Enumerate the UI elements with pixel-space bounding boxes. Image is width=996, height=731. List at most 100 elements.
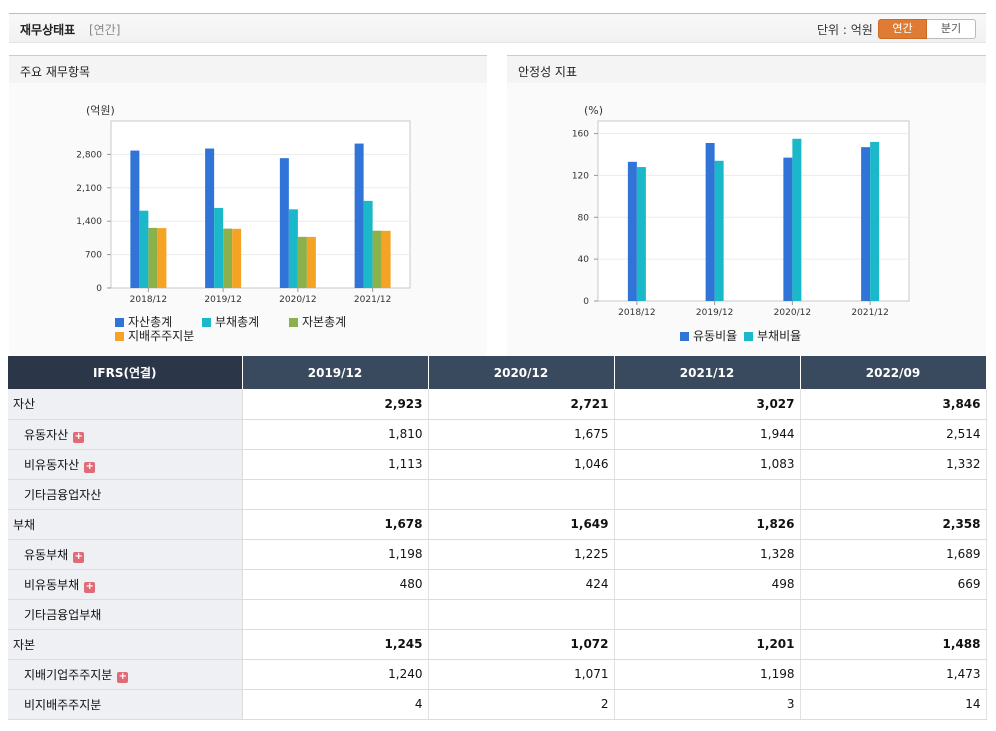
legend-label: 부채총계 <box>215 315 260 329</box>
bar-지배주주지분 <box>306 236 316 288</box>
y-tick-label: 40 <box>578 255 590 265</box>
value-cell <box>242 599 429 630</box>
table-row: 유동부채 +1,198 1,225 1,328 1,689 <box>8 539 987 570</box>
legend-label: 지배주주지분 <box>128 329 195 343</box>
table-row: 기타금융업부채 <box>8 599 987 630</box>
row-label-cell: 비유동부채 + <box>8 569 243 600</box>
bar-자산총계 <box>205 148 215 288</box>
bar-부채총계 <box>139 210 149 288</box>
value-cell <box>800 599 987 630</box>
bar-지배주주지분 <box>232 228 242 288</box>
value-cell: 480 <box>242 569 429 600</box>
left-panel-title: 주요 재무항목 <box>20 65 91 79</box>
value-cell: 4 <box>242 689 429 720</box>
row-label-cell: 유동부채 + <box>8 539 243 570</box>
bar-부채비율 <box>870 141 880 301</box>
row-label-cell: 비지배주주지분 <box>8 689 243 720</box>
value-cell: 1,198 <box>614 659 801 690</box>
row-label: 부채 <box>13 517 36 532</box>
value-cell <box>428 599 615 630</box>
y-axis-label: (억원) <box>86 104 115 117</box>
value-cell: 1,473 <box>800 659 987 690</box>
row-label-cell: 유동자산 + <box>8 419 243 450</box>
x-tick-label: 2018/12 <box>130 295 167 305</box>
row-label: 기타금융업자산 <box>24 487 102 502</box>
row-label: 비지배주주지분 <box>24 697 102 712</box>
value-cell: 2 <box>428 689 615 720</box>
annual-button[interactable]: 연간 <box>878 19 927 39</box>
legend-item: 부채비율 <box>744 327 801 344</box>
value-cell: 669 <box>800 569 987 600</box>
y-tick-label: 0 <box>583 297 589 307</box>
table-row: 유동자산 +1,810 1,675 1,944 2,514 <box>8 419 987 450</box>
table-row: 비유동부채 +480 424 498 669 <box>8 569 987 600</box>
row-label-cell: 부채 <box>8 509 243 540</box>
expand-plus-icon[interactable]: + <box>84 460 96 473</box>
legend-label: 유동비율 <box>693 329 738 343</box>
table-header-period: 2020/12 <box>428 356 615 389</box>
row-label: 비유동부채 <box>24 577 80 592</box>
left-panel-header: 주요 재무항목 <box>9 55 487 83</box>
x-tick-label: 2020/12 <box>279 295 316 305</box>
value-cell: 1,826 <box>614 509 801 540</box>
y-axis-label: (%) <box>584 104 603 117</box>
value-cell: 424 <box>428 569 615 600</box>
table-row: 비유동자산 +1,113 1,046 1,083 1,332 <box>8 449 987 480</box>
table-row: 자본 1,245 1,072 1,201 1,488 <box>8 629 987 660</box>
expand-plus-icon[interactable]: + <box>84 580 96 593</box>
table-row: 기타금융업자산 <box>8 479 987 510</box>
row-label: 자본 <box>13 637 36 652</box>
value-cell: 498 <box>614 569 801 600</box>
bar-유동비율 <box>783 157 793 301</box>
period-note: [연간] <box>89 23 121 37</box>
bar-부채비율 <box>792 138 802 301</box>
period-toggle: 연간 분기 <box>878 19 976 39</box>
x-tick-label: 2020/12 <box>774 308 811 318</box>
y-tick-label: 80 <box>578 213 590 223</box>
value-cell: 3 <box>614 689 801 720</box>
right-panel-header: 안정성 지표 <box>507 55 986 83</box>
bar-유동비율 <box>861 147 871 301</box>
value-cell: 1,071 <box>428 659 615 690</box>
bar-자본총계 <box>372 230 382 288</box>
stability-ratio-chart: 0 40 80 120 160 (%) 2018/12 2019/12 2020/12 2021/… <box>572 104 910 318</box>
value-cell: 1,225 <box>428 539 615 570</box>
y-tick-label: 2,800 <box>76 150 102 160</box>
expand-plus-icon[interactable]: + <box>117 670 129 683</box>
y-tick-label: 160 <box>572 130 589 140</box>
x-tick-label: 2019/12 <box>204 295 241 305</box>
row-label-cell: 자산 <box>8 389 243 420</box>
value-cell: 1,689 <box>800 539 987 570</box>
table-header-period: 2019/12 <box>242 356 429 389</box>
legend-item: 부채총계 <box>202 313 259 330</box>
y-tick-label: 0 <box>96 284 102 294</box>
value-cell: 2,358 <box>800 509 987 540</box>
legend-item: 유동비율 <box>680 327 737 344</box>
table-row: 비지배주주지분 4 2 3 14 <box>8 689 987 720</box>
bar-부채비율 <box>714 160 724 301</box>
expand-plus-icon[interactable]: + <box>73 430 85 443</box>
value-cell: 1,488 <box>800 629 987 660</box>
legend-label: 부채비율 <box>757 329 802 343</box>
value-cell <box>614 479 801 510</box>
bar-부채총계 <box>363 200 373 288</box>
right-panel-title: 안정성 지표 <box>518 65 578 79</box>
value-cell: 14 <box>800 689 987 720</box>
value-cell: 1,201 <box>614 629 801 660</box>
unit-label: 단위 : 억원 <box>817 23 873 37</box>
y-tick-label: 2,100 <box>76 184 102 194</box>
expand-plus-icon[interactable]: + <box>73 550 85 563</box>
bar-부채비율 <box>636 167 646 301</box>
section-title: 재무상태표 <box>20 23 76 37</box>
quarter-button[interactable]: 분기 <box>927 19 976 39</box>
value-cell: 2,923 <box>242 389 429 420</box>
y-tick-label: 1,400 <box>76 217 102 227</box>
legend-item: 지배주주지분 <box>115 327 194 344</box>
legend-item: 자산총계 <box>115 313 172 330</box>
table-row: 자산 2,923 2,721 3,027 3,846 <box>8 389 987 420</box>
row-label: 지배기업주주지분 <box>24 667 113 682</box>
row-label-cell: 비유동자산 + <box>8 449 243 480</box>
y-tick-label: 120 <box>572 171 589 181</box>
value-cell <box>614 599 801 630</box>
value-cell: 3,027 <box>614 389 801 420</box>
